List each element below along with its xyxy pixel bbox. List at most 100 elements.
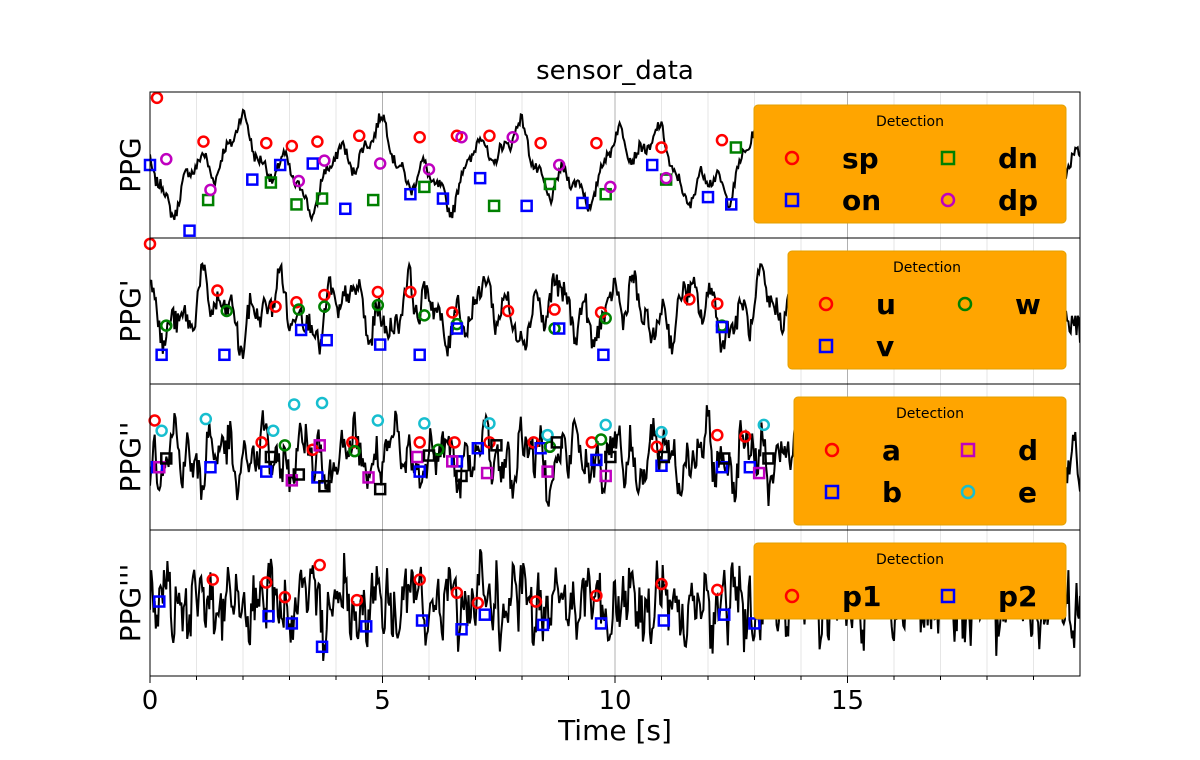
f-marker: [718, 452, 731, 465]
v-marker: [450, 322, 464, 335]
a-marker: [413, 436, 426, 449]
legend-b-label: b: [882, 476, 902, 509]
panel-4: PPG''' Detection p1 p2: [114, 529, 1081, 677]
p1-marker: [313, 558, 326, 572]
e-marker: [155, 424, 168, 437]
p2-marker: [594, 617, 608, 630]
legend-dn-label: dn: [998, 142, 1038, 175]
v-marker: [155, 348, 168, 362]
legend-background: [753, 104, 1067, 224]
d-marker: [541, 465, 554, 478]
b-marker: [204, 460, 217, 474]
p1-marker: [590, 589, 603, 602]
on-marker: [183, 224, 196, 237]
v-marker: [413, 348, 426, 362]
u-marker: [404, 285, 417, 299]
w-marker: [599, 312, 612, 325]
legend-u-marker: [818, 296, 834, 312]
dp-marker: [422, 163, 436, 176]
sp-marker: [715, 133, 729, 147]
on-marker: [404, 187, 417, 201]
sp-marker: [655, 141, 668, 154]
on-marker: [273, 158, 287, 172]
x-tick-label: 5: [374, 686, 391, 716]
p2-marker: [536, 618, 550, 632]
dp-marker: [659, 171, 673, 185]
legend-title: Detection: [896, 406, 964, 422]
a-marker: [711, 428, 724, 442]
u-marker: [211, 284, 224, 297]
p1-marker: [413, 573, 426, 586]
panel-2: PPG' Detection u w v: [114, 237, 1081, 385]
legend-b-marker: [824, 484, 840, 500]
chart-title: sensor_data: [536, 56, 694, 86]
a-marker: [650, 440, 664, 454]
dp-marker: [292, 174, 306, 188]
p1-marker: [711, 583, 724, 597]
d-marker: [313, 439, 326, 452]
d-marker: [153, 460, 166, 474]
sp-marker: [353, 129, 366, 143]
p1-marker: [529, 595, 543, 608]
dn-marker: [729, 141, 743, 154]
d-marker: [752, 466, 766, 480]
v-marker: [218, 348, 231, 362]
w-marker: [220, 304, 233, 318]
w-marker: [418, 309, 431, 322]
e-marker: [483, 417, 496, 430]
dn-marker: [315, 192, 329, 205]
on-marker: [701, 190, 715, 204]
sp-marker: [150, 91, 164, 105]
x-axis-label: Time [s]: [558, 714, 672, 747]
f-marker: [422, 449, 436, 462]
legend-p2-marker: [940, 588, 956, 604]
legend-background: [753, 542, 1067, 620]
dn-marker: [543, 177, 557, 191]
panel-3: PPG'' Detection a d b e: [114, 383, 1081, 531]
legend-dp-marker: [940, 192, 956, 208]
legend-d-label: d: [1018, 434, 1038, 467]
c-marker: [594, 433, 608, 446]
dp-marker: [552, 158, 566, 172]
f-marker: [657, 450, 671, 464]
f-marker: [762, 452, 775, 465]
u-marker: [683, 293, 696, 306]
legend-d-marker: [960, 442, 976, 458]
y-axis-label: PPG': [114, 279, 147, 342]
e-marker: [757, 418, 771, 432]
legend-p1-marker: [784, 588, 800, 604]
legend-box: Detection u w v: [787, 250, 1067, 370]
w-marker: [318, 300, 331, 313]
b-marker: [311, 471, 324, 484]
on-marker: [520, 199, 533, 213]
on-marker: [436, 192, 450, 205]
y-axis-label: PPG: [114, 137, 147, 192]
u-marker: [711, 297, 724, 310]
dp-marker: [318, 154, 331, 167]
dn-marker: [290, 198, 303, 211]
y-axis-label: PPG''': [114, 564, 147, 643]
u-marker: [318, 288, 331, 302]
p1-marker: [278, 590, 292, 604]
f-marker: [264, 450, 278, 464]
legend-v-label: v: [876, 330, 894, 363]
f-marker: [490, 439, 503, 452]
legend-box: Detection a d b e: [793, 396, 1067, 526]
a-marker: [448, 436, 461, 449]
f-marker: [604, 450, 617, 464]
sp-marker: [311, 135, 324, 148]
w-marker: [292, 303, 306, 316]
legend-a-marker: [824, 442, 840, 458]
p2-marker: [657, 614, 671, 627]
on-marker: [339, 202, 352, 216]
legend-a-label: a: [882, 434, 901, 467]
e-marker: [418, 417, 431, 430]
f-marker: [373, 482, 387, 496]
u-marker: [501, 304, 515, 318]
a-marker: [255, 436, 268, 449]
legend-w-label: w: [1015, 288, 1041, 321]
dp-marker: [204, 183, 217, 197]
legend-e-marker: [960, 484, 976, 500]
f-marker: [455, 469, 468, 483]
